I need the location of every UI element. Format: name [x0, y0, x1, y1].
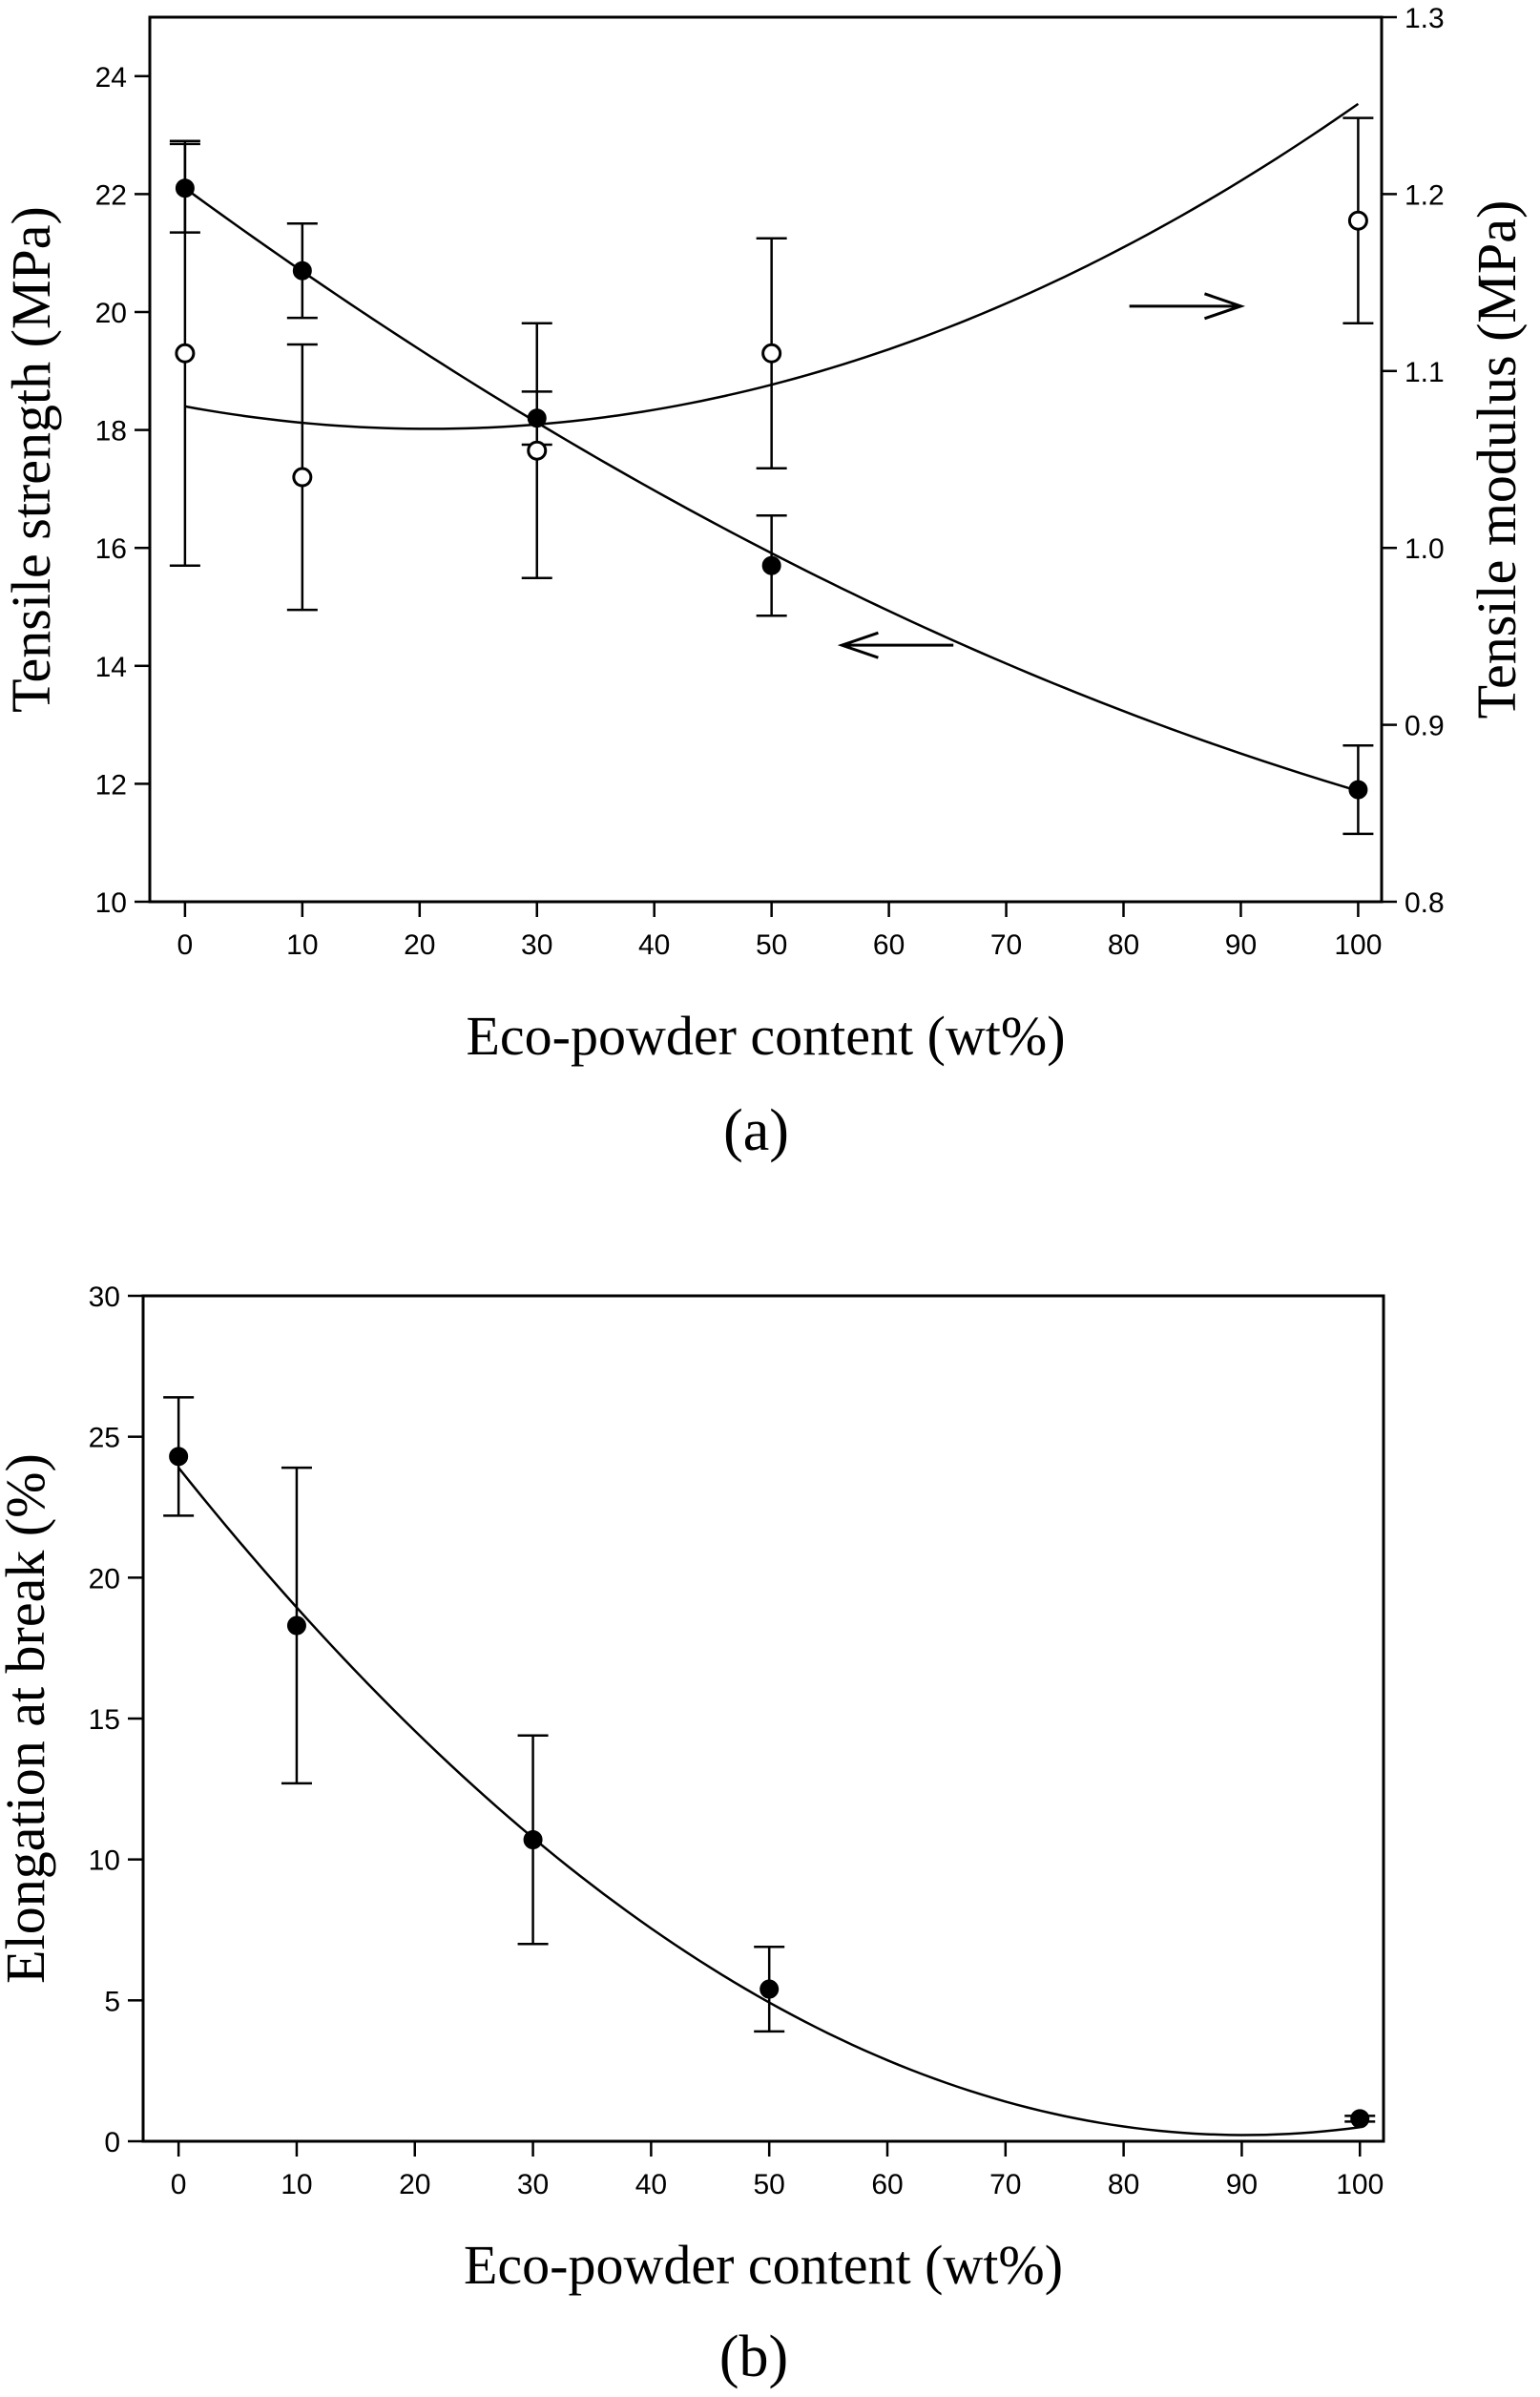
- data-point-open: [761, 343, 782, 364]
- x-axis-title: Eco-powder content (wt%): [466, 1005, 1065, 1067]
- data-point-filled: [1348, 780, 1368, 800]
- y-tick-label: 10: [95, 887, 127, 919]
- panel-a: 0 10 20 30 40 50 60 70 80 90 100 10 12 14 16 18 20 22 24 0.…: [0, 3, 1528, 1163]
- panel-b: 0 10 20 30 40 50 60 70 80 90 100 0 5 10 15 20 25 30 Eco-po…: [0, 1282, 1385, 2389]
- fit-curve-series-1: [177, 1467, 1361, 2136]
- arrow-right-icon: [1129, 292, 1246, 321]
- y-tick-label: 10: [89, 1845, 120, 1877]
- x-tick-label: 80: [1108, 929, 1139, 961]
- x-tick-label: 50: [756, 929, 787, 961]
- y-axis-title: Elongation at break (%): [0, 1453, 56, 1984]
- y2-tick-label: 1.0: [1405, 533, 1445, 565]
- x-axis-title: Eco-powder content (wt%): [464, 2234, 1063, 2296]
- x-tick-label: 10: [281, 2169, 312, 2200]
- y-tick-label: 15: [89, 1704, 120, 1736]
- panel-label: (a): [723, 1098, 789, 1163]
- x-tick-label: 80: [1108, 2169, 1139, 2200]
- plot-frame: [141, 1294, 1385, 2143]
- y2-axis-title: Tensile modulus (MPa): [1466, 200, 1528, 719]
- x-tick-label: 30: [517, 2169, 549, 2200]
- y-tick-label: 14: [95, 652, 127, 683]
- data-point-filled: [292, 261, 312, 281]
- data-point-open: [527, 440, 548, 461]
- data-point-filled: [169, 1447, 189, 1467]
- data-point-filled: [523, 1829, 543, 1849]
- data-point-filled: [760, 1979, 780, 1999]
- y-tick-label: 12: [95, 769, 127, 801]
- x-tick-label: 70: [989, 2169, 1021, 2200]
- panel-label: (b): [719, 2324, 788, 2389]
- data-point-filled: [761, 555, 781, 575]
- y-tick-label: 30: [89, 1282, 120, 1313]
- data-point-open: [292, 467, 313, 488]
- y2-tick-label: 0.8: [1405, 887, 1445, 919]
- y-tick-label: 22: [95, 179, 127, 211]
- x-tick-label: 20: [399, 2169, 430, 2200]
- x-tick-label: 10: [286, 929, 318, 961]
- x-tick-label: 0: [177, 929, 194, 961]
- x-tick-label: 90: [1226, 2169, 1258, 2200]
- y-tick-label: 20: [89, 1563, 120, 1595]
- y-tick-label: 20: [95, 298, 127, 329]
- x-tick-label: 100: [1336, 2169, 1384, 2200]
- data-point-open: [175, 343, 196, 364]
- y2-tick-label: 1.1: [1405, 357, 1445, 388]
- data-point-open: [1347, 210, 1368, 231]
- x-tick-label: 0: [171, 2169, 187, 2200]
- x-tick-label: 40: [638, 929, 670, 961]
- y-tick-label: 0: [104, 2127, 120, 2158]
- x-tick-label: 30: [521, 929, 552, 961]
- x-tick-label: 40: [635, 2169, 667, 2200]
- y2-tick-label: 0.9: [1405, 711, 1445, 742]
- y-tick-label: 18: [95, 416, 127, 448]
- data-point-filled: [286, 1615, 306, 1636]
- plot-frame: [148, 15, 1384, 904]
- x-tick-label: 70: [990, 929, 1022, 961]
- x-tick-label: 100: [1334, 929, 1382, 961]
- y-tick-label: 25: [89, 1423, 120, 1454]
- x-tick-label: 90: [1225, 929, 1257, 961]
- y-axis-title: Tensile strength (MPa): [0, 206, 62, 713]
- x-tick-label: 20: [404, 929, 435, 961]
- x-tick-label: 50: [754, 2169, 785, 2200]
- y-tick-label: 24: [95, 62, 127, 94]
- data-point-filled: [1350, 2109, 1370, 2129]
- y-tick-label: 16: [95, 533, 127, 565]
- x-tick-label: 60: [871, 2169, 903, 2200]
- x-tick-label: 60: [873, 929, 905, 961]
- arrow-left-icon: [837, 631, 954, 659]
- y-tick-label: 5: [104, 1986, 120, 2017]
- y2-tick-label: 1.3: [1405, 3, 1445, 34]
- y2-tick-label: 1.2: [1405, 179, 1445, 211]
